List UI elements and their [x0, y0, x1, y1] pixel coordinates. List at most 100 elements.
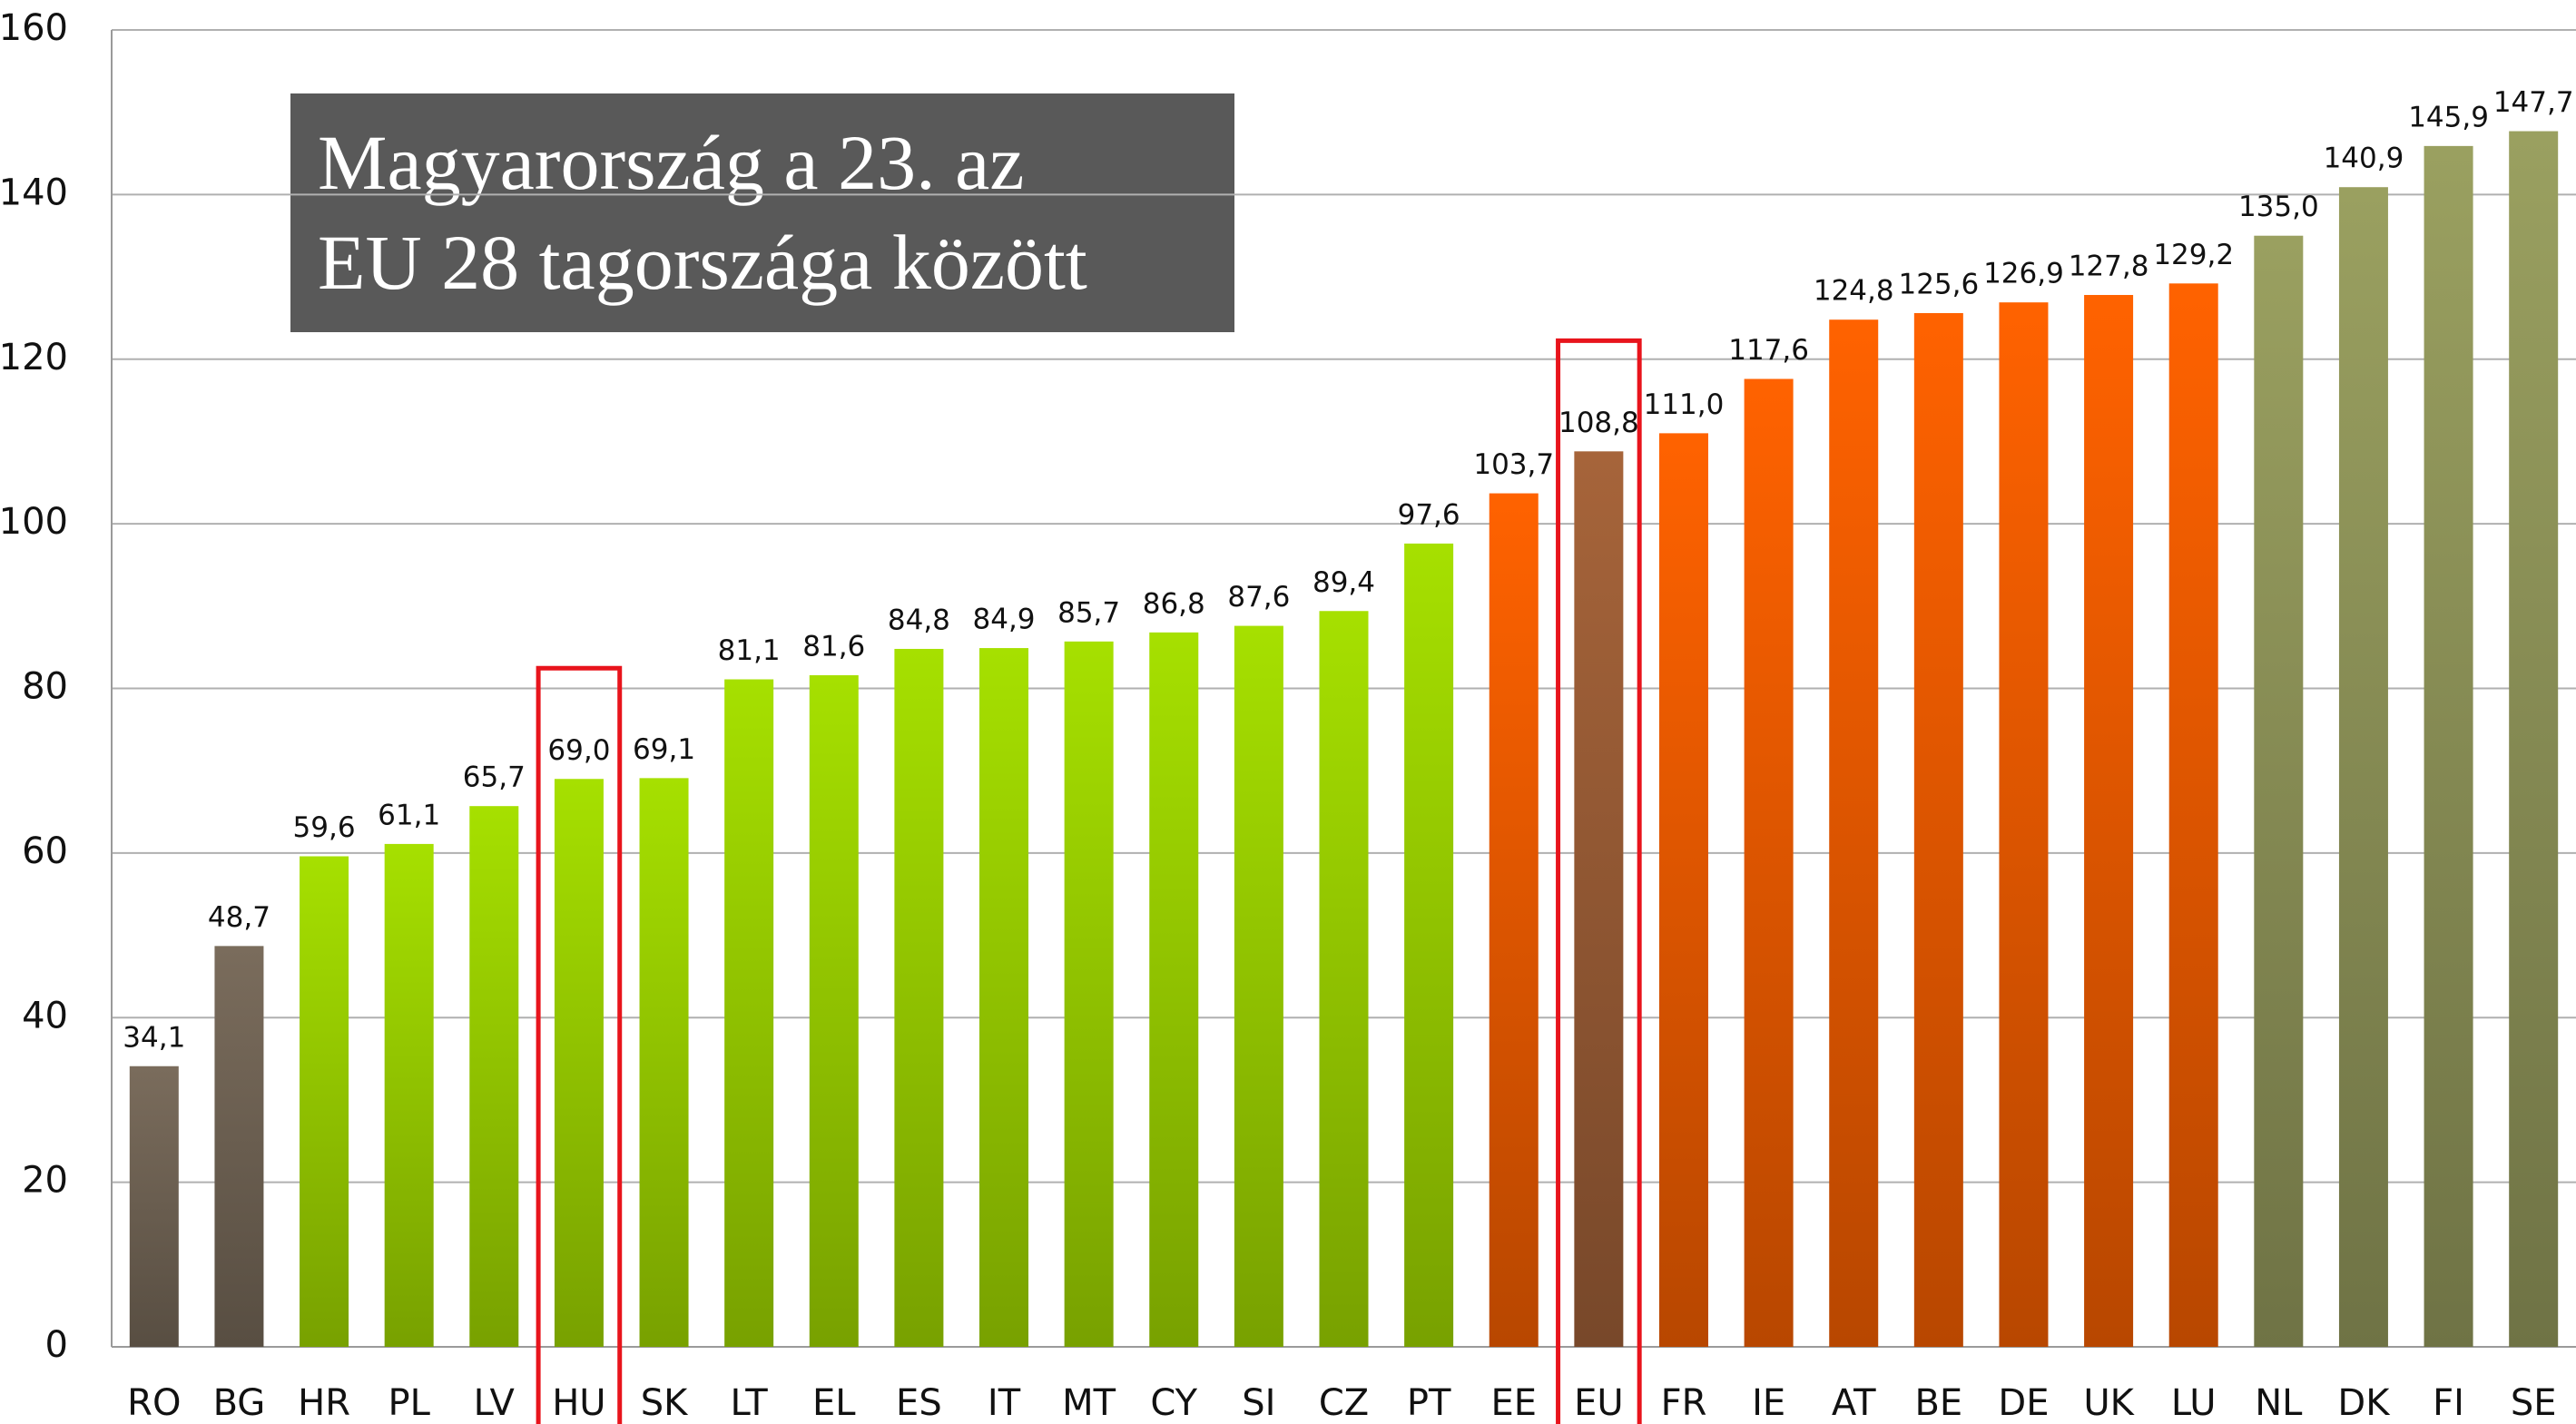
x-tick-label: IT: [988, 1382, 1021, 1424]
x-tick-label: RO: [127, 1382, 181, 1424]
y-tick-label: 40: [22, 995, 68, 1036]
value-label: 69,0: [547, 734, 610, 767]
value-label: 48,7: [208, 901, 270, 934]
y-tick-label: 160: [0, 7, 68, 49]
bar: [2338, 187, 2388, 1347]
x-tick-label: PL: [388, 1382, 430, 1424]
chart-title: Magyarország a 23. az: [318, 119, 1024, 206]
bar: [1999, 302, 2049, 1347]
x-tick-label: SI: [1242, 1382, 1275, 1424]
value-label: 84,8: [888, 604, 950, 636]
bar: [2168, 283, 2218, 1347]
value-label: 140,9: [2324, 142, 2404, 175]
bar: [894, 648, 944, 1347]
x-tick-label: SK: [641, 1382, 689, 1424]
bar: [1658, 433, 1708, 1347]
value-label: 111,0: [1644, 388, 1725, 421]
highlight-box: [536, 665, 623, 1424]
bar: [2084, 295, 2134, 1347]
x-tick-label: CY: [1150, 1382, 1197, 1424]
value-label: 65,7: [463, 761, 526, 794]
x-tick-label: ES: [896, 1382, 942, 1424]
bar: [1489, 493, 1539, 1347]
x-tick-label: EU: [1574, 1382, 1624, 1424]
x-tick-label: UK: [2083, 1382, 2135, 1424]
value-label: 147,7: [2493, 86, 2574, 119]
bar: [1234, 625, 1283, 1347]
x-tick-label: HR: [298, 1382, 350, 1424]
value-label: 127,8: [2069, 250, 2149, 283]
y-tick-label: 0: [45, 1324, 68, 1366]
x-tick-label: FR: [1661, 1382, 1707, 1424]
y-tick-label: 100: [0, 501, 68, 543]
x-tick-label: LT: [731, 1382, 769, 1424]
value-label: 97,6: [1398, 498, 1460, 531]
bar: [384, 843, 434, 1347]
value-label: 59,6: [293, 811, 356, 844]
value-label: 125,6: [1898, 268, 1979, 300]
value-label: 84,9: [973, 604, 1036, 636]
chart-title: EU 28 tagországa között: [318, 219, 1087, 306]
value-label: 86,8: [1143, 587, 1205, 620]
bar: [129, 1066, 179, 1347]
x-tick-label: NL: [2255, 1382, 2303, 1424]
x-tick-label: LV: [474, 1382, 516, 1424]
value-label: 108,8: [1558, 407, 1639, 439]
value-label: 85,7: [1057, 596, 1120, 629]
bar: [1149, 632, 1199, 1347]
bar: [1829, 319, 1879, 1348]
value-label: 124,8: [1814, 275, 1894, 308]
bar: [300, 856, 349, 1347]
x-tick-label: DE: [1998, 1382, 2049, 1424]
x-tick-label: EL: [812, 1382, 856, 1424]
x-tick-label: PT: [1407, 1382, 1451, 1424]
y-tick-label: 140: [0, 172, 68, 213]
highlight-box: [1556, 338, 1642, 1424]
value-label: 81,1: [718, 634, 781, 667]
x-tick-label: SE: [2511, 1382, 2557, 1424]
x-tick-label: EE: [1490, 1382, 1537, 1424]
bar: [979, 648, 1029, 1347]
x-tick-label: CZ: [1319, 1382, 1369, 1424]
bar: [1913, 312, 1963, 1348]
x-tick-label: AT: [1832, 1382, 1876, 1424]
bar: [469, 806, 519, 1347]
x-tick-label: HU: [552, 1382, 605, 1424]
bar: [2509, 131, 2559, 1347]
bar: [1744, 378, 1794, 1347]
x-tick-label: FI: [2433, 1382, 2464, 1424]
bar: [2424, 145, 2473, 1347]
y-tick-label: 80: [22, 666, 68, 708]
value-label: 87,6: [1227, 581, 1290, 614]
bar: [1064, 641, 1114, 1347]
value-label: 126,9: [1983, 258, 2064, 290]
x-tick-label: MT: [1062, 1382, 1116, 1424]
bar: [554, 779, 604, 1347]
x-tick-label: BG: [213, 1382, 266, 1424]
y-tick-label: 60: [22, 830, 68, 872]
value-label: 34,1: [123, 1021, 185, 1054]
bar: [724, 679, 774, 1347]
x-tick-label: BE: [1914, 1382, 1962, 1424]
bar: [639, 778, 689, 1347]
value-label: 103,7: [1473, 448, 1554, 481]
y-tick-label: 20: [22, 1160, 68, 1202]
x-tick-label: IE: [1752, 1382, 1785, 1424]
bar: [1319, 611, 1369, 1347]
bar: [214, 946, 264, 1347]
bar: [1574, 451, 1624, 1347]
value-label: 135,0: [2238, 191, 2319, 223]
value-label: 61,1: [378, 799, 440, 831]
title-box: [290, 93, 1234, 332]
value-label: 81,6: [802, 630, 865, 663]
y-tick-label: 120: [0, 337, 68, 378]
value-label: 117,6: [1728, 334, 1809, 367]
x-tick-label: LU: [2171, 1382, 2217, 1424]
value-label: 69,1: [633, 733, 695, 766]
value-label: 89,4: [1313, 566, 1375, 599]
value-label: 145,9: [2408, 101, 2489, 133]
x-tick-label: DK: [2337, 1382, 2391, 1424]
bar: [2254, 235, 2304, 1347]
